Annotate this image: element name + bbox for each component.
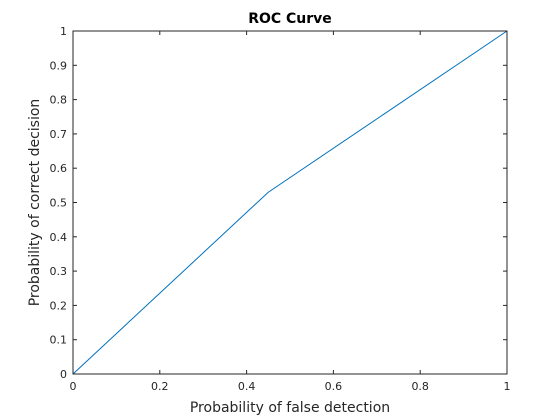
x-tick-label: 0.2 <box>151 380 169 393</box>
x-tick-label: 1 <box>504 380 511 393</box>
series-layer <box>72 30 508 375</box>
y-axis-ticks: 0 0.1 0.2 0.3 0.4 0.5 0.6 0.7 0.8 0.9 1 <box>50 25 507 381</box>
y-tick-label: 1 <box>60 25 67 38</box>
y-tick-label: 0.1 <box>50 334 68 347</box>
x-tick-label: 0.8 <box>411 380 429 393</box>
x-tick-label: 0.4 <box>238 380 256 393</box>
y-tick-label: 0.3 <box>50 265 68 278</box>
roc-series-line <box>72 30 508 375</box>
y-tick-label: 0.6 <box>50 162 68 175</box>
x-tick-label: 0.6 <box>325 380 343 393</box>
x-tick-label: 0 <box>70 380 77 393</box>
x-axis-ticks: 0 0.2 0.4 0.6 0.8 1 <box>70 31 511 393</box>
y-tick-label: 0.2 <box>50 299 68 312</box>
chart-title: ROC Curve <box>248 11 332 27</box>
y-tick-label: 0.7 <box>50 128 68 141</box>
y-tick-label: 0.4 <box>50 231 68 244</box>
y-axis-label: Probability of correct decision <box>27 99 43 307</box>
y-tick-label: 0.8 <box>50 94 68 107</box>
y-tick-label: 0.9 <box>50 59 68 72</box>
x-axis-label: Probability of false detection <box>190 400 390 416</box>
plot-area <box>72 30 508 375</box>
y-tick-label: 0 <box>60 368 67 381</box>
y-tick-label: 0.5 <box>50 197 68 210</box>
